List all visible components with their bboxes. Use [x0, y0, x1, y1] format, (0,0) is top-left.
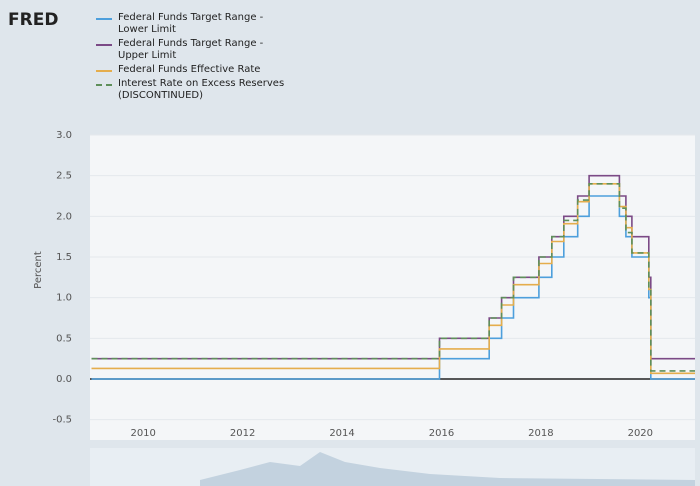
legend-label: Federal Funds Target Range - Lower Limit: [118, 12, 264, 35]
legend-swatch: [96, 84, 112, 86]
y-tick-label: 0.0: [56, 374, 72, 385]
y-tick-label: 2.0: [56, 211, 72, 222]
y-tick-label: 2.5: [56, 171, 72, 182]
navigator-shape: [200, 452, 695, 486]
y-tick-label: 0.5: [56, 333, 72, 344]
legend-label: Federal Funds Effective Rate: [118, 64, 261, 75]
x-tick-label: 2012: [230, 428, 255, 439]
legend-swatch: [96, 18, 112, 20]
y-tick-label: 3.0: [56, 130, 72, 141]
legend-swatch: [96, 70, 112, 72]
legend-label: Federal Funds Target Range - Upper Limit: [118, 38, 264, 61]
x-tick-label: 2014: [329, 428, 354, 439]
y-axis-label: Percent: [33, 251, 44, 289]
legend-swatch: [96, 44, 112, 46]
legend-item: Federal Funds Effective Rate: [96, 64, 296, 76]
series-line: [91, 174, 695, 360]
x-tick-label: 2016: [429, 428, 454, 439]
legend-item: Federal Funds Target Range - Upper Limit: [96, 38, 296, 62]
legend-label: Interest Rate on Excess Reserves (DISCON…: [118, 78, 285, 101]
series-line: [91, 183, 695, 375]
series-line: [91, 195, 695, 380]
x-tick-label: 2018: [528, 428, 553, 439]
plot-area: [90, 135, 695, 440]
brand: FRED: [8, 10, 59, 30]
legend: Federal Funds Target Range - Lower Limit…: [96, 12, 296, 104]
x-tick-label: 2010: [130, 428, 155, 439]
legend-item: Federal Funds Target Range - Lower Limit: [96, 12, 296, 36]
y-tick-label: -0.5: [52, 415, 72, 426]
legend-item: Interest Rate on Excess Reserves (DISCON…: [96, 78, 296, 102]
x-tick-label: 2020: [628, 428, 653, 439]
y-tick-label: 1.5: [56, 252, 72, 263]
y-tick-label: 1.0: [56, 293, 72, 304]
